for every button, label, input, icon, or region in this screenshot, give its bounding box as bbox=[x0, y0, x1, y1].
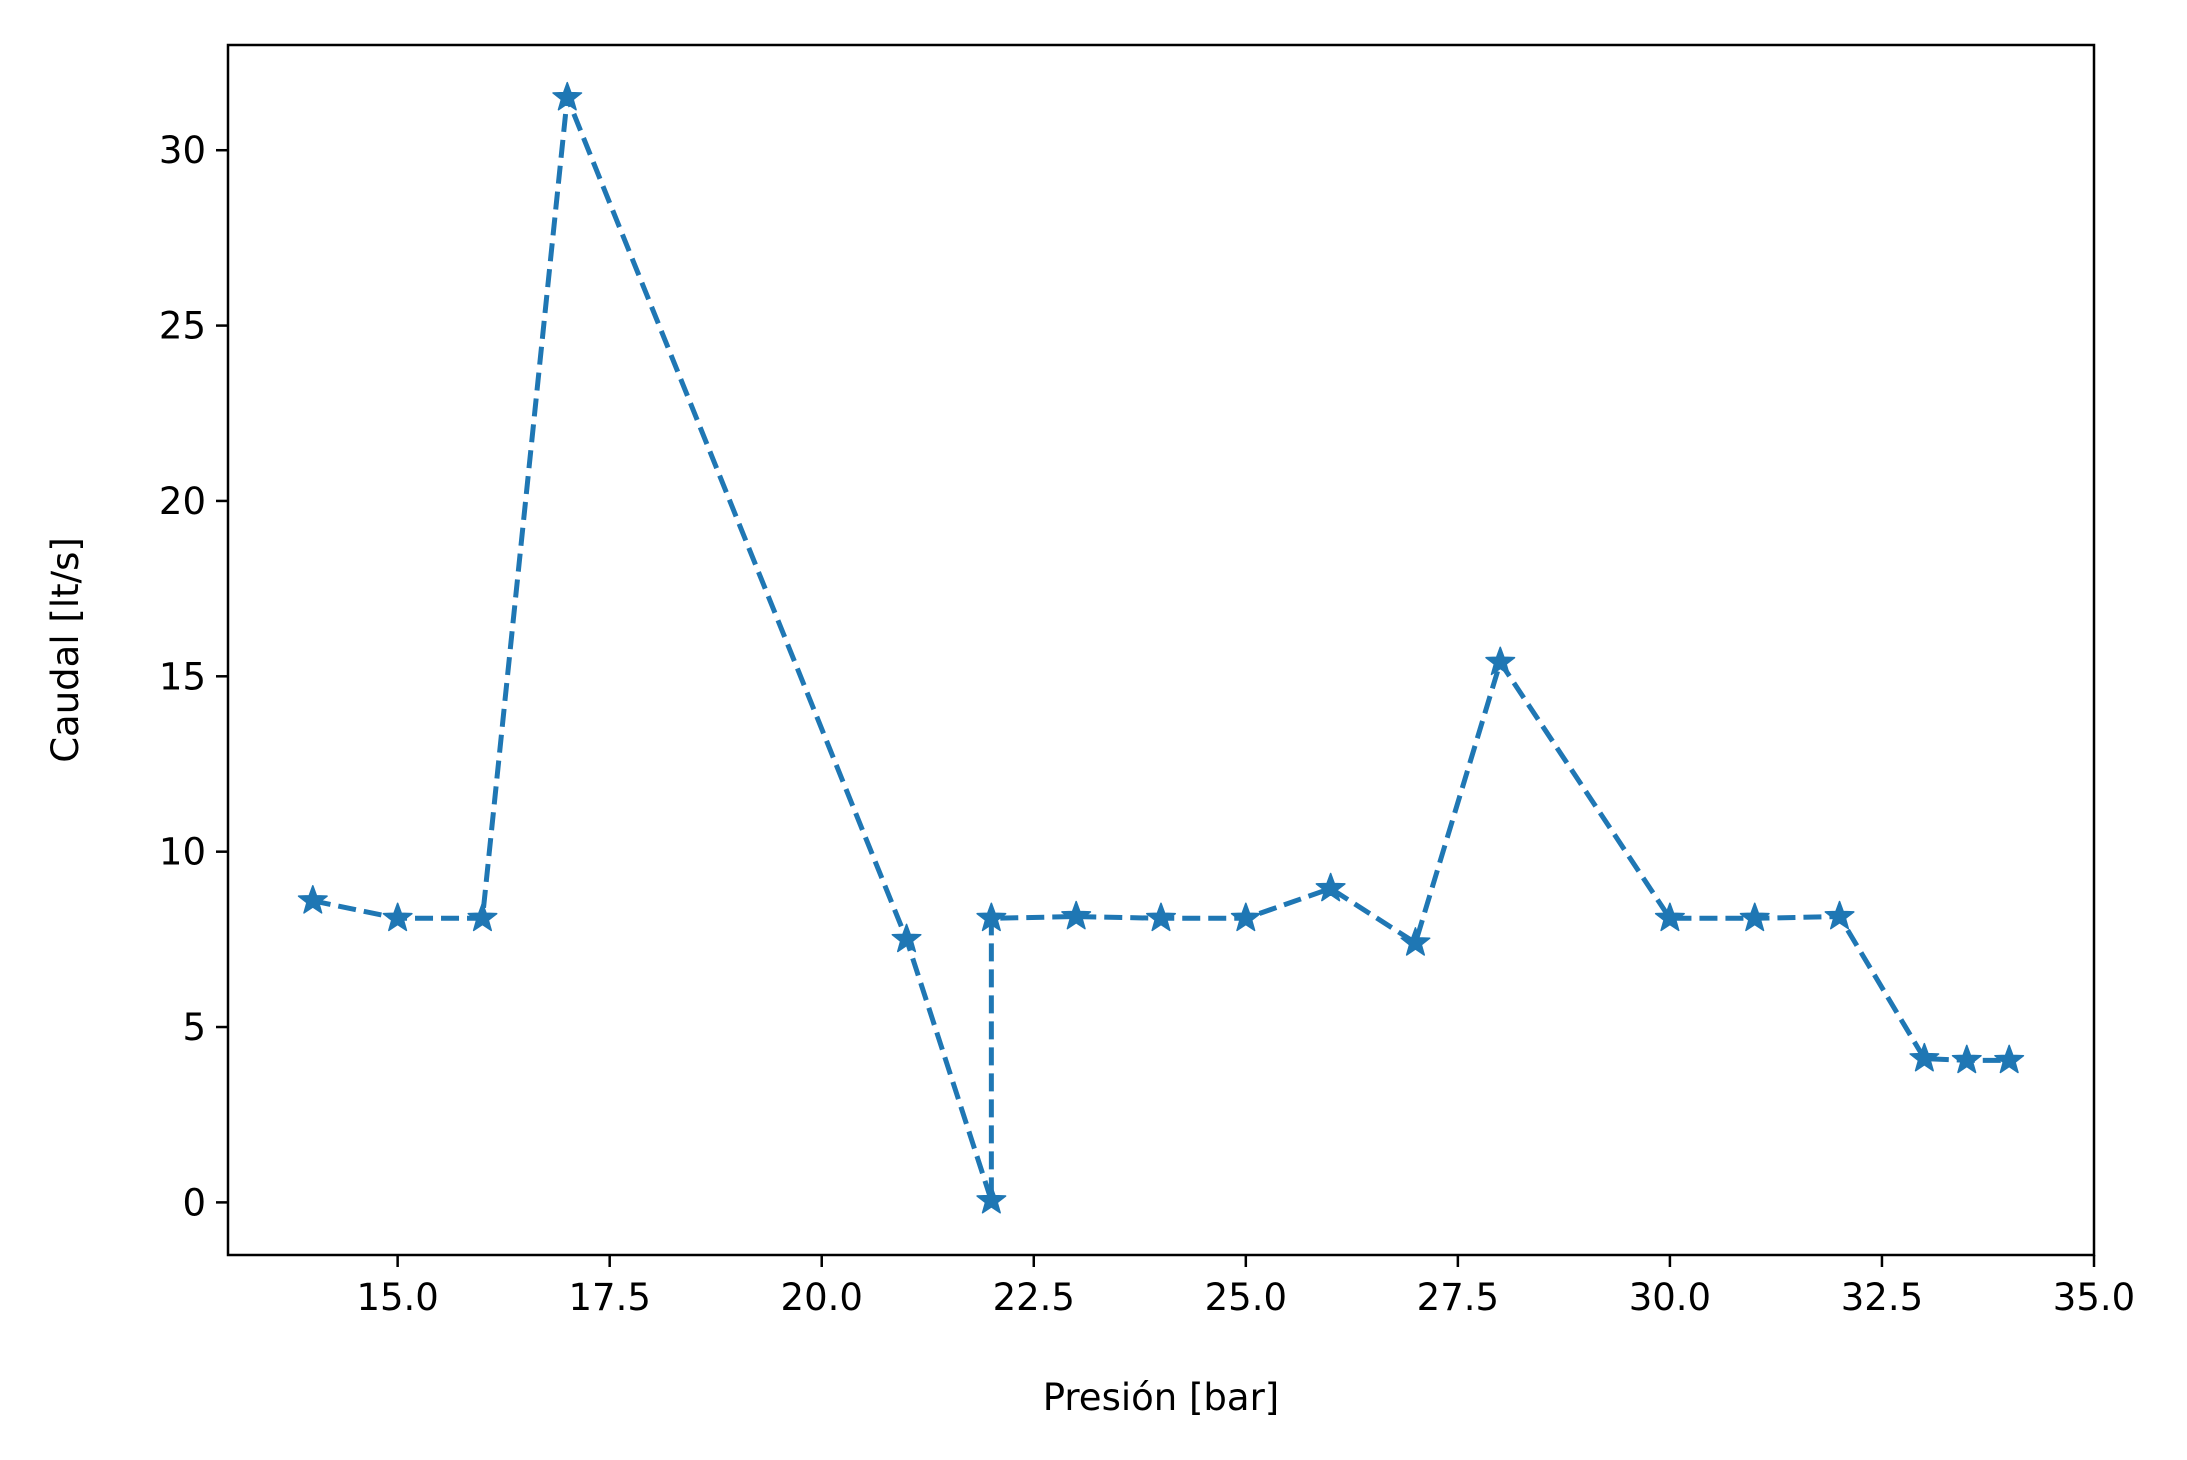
plot-frame bbox=[226, 43, 2096, 1257]
data-point bbox=[1315, 872, 1346, 902]
y-tick-label: 20 bbox=[159, 480, 206, 523]
x-tick-label: 35.0 bbox=[2053, 1276, 2135, 1319]
x-tick-label: 20.0 bbox=[781, 1276, 863, 1319]
x-tick-label: 25.0 bbox=[1205, 1276, 1287, 1319]
data-point bbox=[467, 902, 498, 932]
data-point bbox=[1951, 1044, 1982, 1074]
x-tick-label: 15.0 bbox=[356, 1276, 438, 1319]
data-point bbox=[382, 902, 413, 932]
y-tick-label: 0 bbox=[182, 1181, 206, 1224]
y-tick-label: 30 bbox=[159, 129, 206, 172]
data-point bbox=[1400, 927, 1431, 956]
data-point bbox=[1739, 902, 1770, 932]
data-point bbox=[1230, 902, 1261, 932]
data-point bbox=[1994, 1044, 2025, 1074]
data-point bbox=[1145, 902, 1177, 932]
data-point bbox=[1654, 902, 1685, 932]
y-tick-label: 15 bbox=[159, 655, 206, 698]
data-point bbox=[297, 885, 328, 914]
y-axis-label: Caudal [lt/s] bbox=[44, 537, 87, 763]
data-point bbox=[976, 1184, 1007, 1214]
x-tick-label: 32.5 bbox=[1841, 1276, 1923, 1319]
y-tick-label: 25 bbox=[159, 305, 206, 348]
data-point bbox=[1485, 646, 1516, 676]
marker-layer bbox=[297, 81, 2025, 1214]
data-point bbox=[1824, 900, 1855, 930]
data-point bbox=[1909, 1042, 1940, 1072]
y-axis: 0 5 10 15 20 25 30 bbox=[159, 129, 228, 1224]
data-point bbox=[976, 902, 1007, 932]
y-tick-label: 10 bbox=[159, 831, 206, 874]
data-point bbox=[891, 923, 922, 953]
data-point bbox=[552, 81, 583, 111]
data-point bbox=[1061, 900, 1092, 930]
x-tick-label: 30.0 bbox=[1629, 1276, 1711, 1319]
x-tick-label: 17.5 bbox=[568, 1276, 650, 1319]
x-axis-label: Presión [bar] bbox=[1043, 1376, 1279, 1419]
x-tick-label: 27.5 bbox=[1417, 1276, 1499, 1319]
x-axis: 15.0 17.5 20.0 22.5 25.0 27.5 30.0 32.5 35.0 bbox=[356, 1255, 2135, 1319]
x-tick-label: 22.5 bbox=[993, 1276, 1075, 1319]
y-tick-label: 5 bbox=[182, 1006, 206, 1049]
